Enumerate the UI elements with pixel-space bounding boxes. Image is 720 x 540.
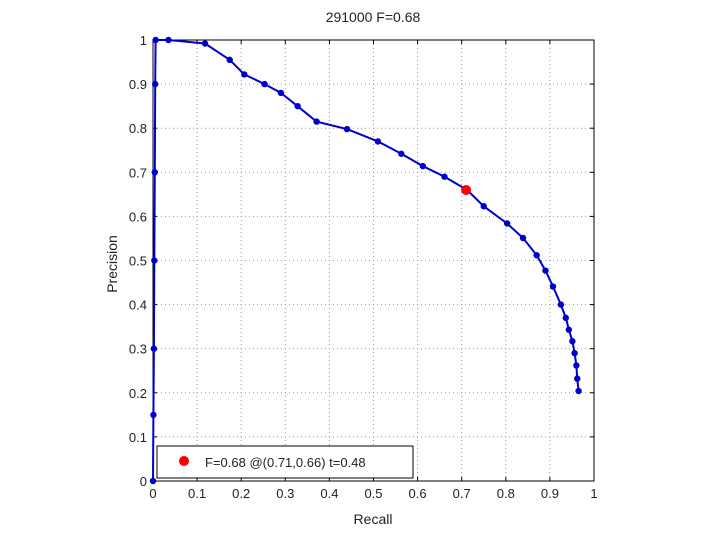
y-tick-label: 0.7 xyxy=(129,165,147,180)
data-point xyxy=(241,71,248,78)
x-axis-label: Recall xyxy=(354,511,393,527)
y-tick-label: 0.9 xyxy=(129,77,147,92)
data-point xyxy=(313,118,320,125)
data-point xyxy=(374,138,382,145)
data-point xyxy=(557,301,565,308)
y-tick-label: 1 xyxy=(140,33,147,48)
data-point xyxy=(151,169,158,176)
data-point xyxy=(565,326,573,333)
data-point xyxy=(533,252,540,259)
y-tick-label: 0.6 xyxy=(129,209,147,224)
data-point xyxy=(441,173,448,180)
y-tick-label: 0 xyxy=(140,474,147,489)
y-tick-label: 0.1 xyxy=(129,430,147,445)
y-axis-label: Precision xyxy=(104,235,120,293)
data-point xyxy=(226,56,233,64)
data-point xyxy=(165,36,172,44)
best-f-point xyxy=(461,184,472,195)
legend-box xyxy=(156,445,414,479)
data-point xyxy=(398,150,405,157)
data-point xyxy=(575,387,582,395)
data-point xyxy=(571,349,578,357)
legend-marker xyxy=(179,456,189,466)
x-tick-label: 0.8 xyxy=(497,486,515,501)
data-point xyxy=(480,203,487,210)
y-tick-label: 0.4 xyxy=(129,298,147,313)
x-tick-label: 0.6 xyxy=(409,486,427,501)
grid xyxy=(153,40,594,481)
data-point xyxy=(261,80,268,88)
y-tick-label: 0.2 xyxy=(129,386,147,401)
x-tick-label: 1 xyxy=(590,486,597,501)
axis-ticks: 0 0.1 0.2 0.3 0.4 0.5 0.6 0.7 0.8 0.9 1 0 0.1 0.2 0.3 0… xyxy=(129,33,598,501)
y-tick-label: 0.8 xyxy=(129,121,147,136)
data-point xyxy=(150,345,158,352)
data-point xyxy=(152,80,159,88)
chart-title: 291000 F=0.68 xyxy=(326,9,421,25)
data-point xyxy=(150,411,157,419)
x-tick-label: 0 xyxy=(149,486,156,501)
data-point xyxy=(573,362,580,369)
data-point xyxy=(277,89,285,97)
data-point xyxy=(343,125,351,133)
data-point xyxy=(574,375,581,382)
x-tick-label: 0.3 xyxy=(276,486,294,501)
x-tick-label: 0.5 xyxy=(364,486,382,501)
x-tick-label: 0.9 xyxy=(541,486,559,501)
x-tick-label: 0.4 xyxy=(320,486,338,501)
x-tick-label: 0.7 xyxy=(453,486,471,501)
data-point xyxy=(149,477,157,485)
x-tick-label: 0.1 xyxy=(188,486,206,501)
data-point xyxy=(419,162,427,170)
y-tick-label: 0.5 xyxy=(129,254,147,269)
legend-text: F=0.68 @(0.71,0.66) t=0.48 xyxy=(205,455,366,470)
data-point xyxy=(569,338,576,345)
data-point xyxy=(151,257,158,264)
data-point xyxy=(519,234,527,242)
data-point xyxy=(503,220,511,227)
series-layer xyxy=(149,36,582,485)
data-point xyxy=(294,102,301,110)
data-point xyxy=(201,40,209,47)
data-point xyxy=(549,283,557,290)
legend: F=0.68 @(0.71,0.66) t=0.48 xyxy=(156,445,414,479)
highlight-layer xyxy=(461,184,472,195)
data-point xyxy=(562,314,569,322)
data-point xyxy=(542,267,549,274)
y-tick-label: 0.3 xyxy=(129,342,147,357)
data-point xyxy=(152,36,159,44)
x-tick-label: 0.2 xyxy=(232,486,250,501)
